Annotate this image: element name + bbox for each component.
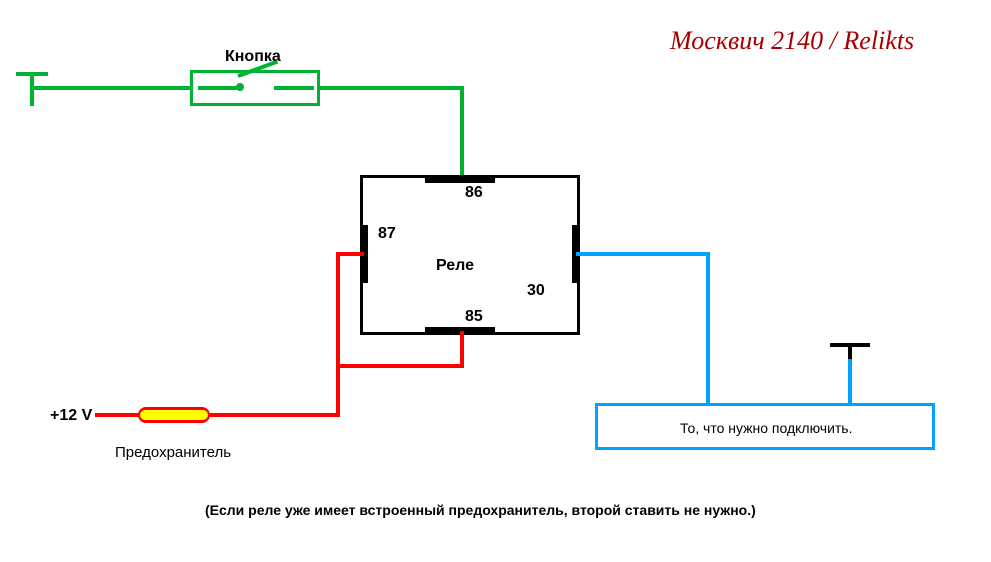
signature: Москвич 2140 / Relikts	[670, 26, 914, 56]
fuse-element	[140, 410, 208, 420]
wire-red-6	[460, 331, 464, 368]
wire-green-3	[460, 86, 464, 179]
button-sw-pivot	[236, 83, 244, 91]
label-12v: +12 V	[50, 407, 92, 425]
wire-blue-3	[848, 357, 852, 405]
wire-red-4	[336, 252, 364, 256]
label-pin87: 87	[378, 225, 396, 243]
wire-red-3	[336, 252, 340, 417]
label-button: Кнопка	[225, 48, 281, 66]
wire-green-2	[320, 86, 464, 90]
label-pin86: 86	[465, 184, 483, 202]
label-relay: Реле	[436, 257, 474, 275]
wire-blue-2	[706, 252, 710, 405]
label-note: (Если реле уже имеет встроенный предохра…	[205, 502, 756, 518]
button-sw-left	[198, 86, 240, 90]
wire-green-1	[30, 86, 190, 90]
label-pin85: 85	[465, 308, 483, 326]
pin-86	[425, 178, 495, 183]
diagram-canvas: Москвич 2140 / Relikts Кнопка +12 V	[0, 0, 991, 562]
ground-right-stem	[848, 345, 852, 359]
label-load: То, что нужно подключить.	[680, 420, 853, 436]
wire-blue-1	[576, 252, 710, 256]
wire-red-2	[210, 413, 340, 417]
ground-left-bar	[16, 72, 48, 76]
label-pin30: 30	[527, 282, 545, 300]
ground-right-bar	[830, 343, 870, 347]
wire-red-1	[95, 413, 140, 417]
label-fuse: Предохранитель	[115, 444, 231, 461]
button-sw-right	[274, 86, 314, 90]
wire-red-5	[336, 364, 464, 368]
